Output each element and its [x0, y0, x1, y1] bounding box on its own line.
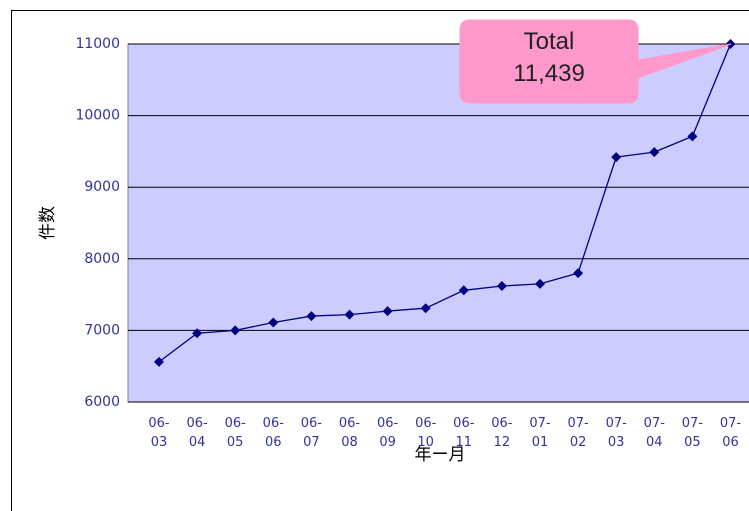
x-axis-label: 年ー月	[415, 445, 466, 465]
x-tick-label: 06-06	[262, 416, 284, 450]
data-point	[649, 147, 660, 158]
x-tick-label: 06-12	[491, 416, 513, 450]
data-point	[344, 309, 355, 320]
data-point	[154, 356, 164, 367]
x-tick-label: 06-08	[338, 416, 361, 450]
y-tick-label: 6000	[84, 394, 120, 410]
x-tick-label: 07-04	[643, 416, 665, 450]
data-point	[230, 325, 241, 336]
data-point	[496, 281, 507, 292]
x-tick-label: 06-04	[186, 416, 208, 450]
x-tick-label: 06-03	[148, 416, 170, 450]
data-point	[573, 268, 584, 279]
x-tick-label: 06-05	[224, 416, 246, 450]
callout	[459, 19, 732, 104]
data-point	[535, 278, 545, 289]
x-tick-label: 06-07	[300, 416, 322, 450]
y-tick-label: 8000	[84, 251, 120, 267]
data-point	[611, 152, 622, 163]
y-axis-label: 件数	[38, 206, 58, 240]
x-tick-label: 07-02	[567, 416, 589, 450]
x-tick-label: 07-01	[529, 416, 551, 450]
data-point	[268, 317, 279, 328]
data-point	[458, 285, 469, 296]
data-point	[420, 303, 431, 314]
plot-area	[127, 43, 749, 403]
annotation-line: 11,439	[513, 60, 585, 87]
data-point	[382, 306, 393, 317]
data-point	[687, 131, 698, 142]
data-point	[192, 328, 203, 339]
frame	[11, 10, 749, 511]
series-line	[158, 43, 732, 363]
x-tick-label: 06-11	[453, 416, 475, 450]
y-tick-label: 7000	[84, 322, 120, 338]
annotation-line: Total	[523, 28, 575, 55]
data-point	[306, 311, 317, 322]
x-tick-label: 07-03	[605, 416, 627, 450]
y-tick-label: 9000	[84, 179, 120, 195]
y-tick-label: 10000	[75, 108, 120, 124]
y-tick-label: 11000	[75, 36, 120, 52]
x-tick-label: 06-10	[415, 416, 437, 450]
x-tick-label: 07-06	[719, 416, 742, 450]
x-tick-label: 06-09	[376, 416, 399, 450]
x-tick-label: 07-05	[681, 416, 703, 450]
